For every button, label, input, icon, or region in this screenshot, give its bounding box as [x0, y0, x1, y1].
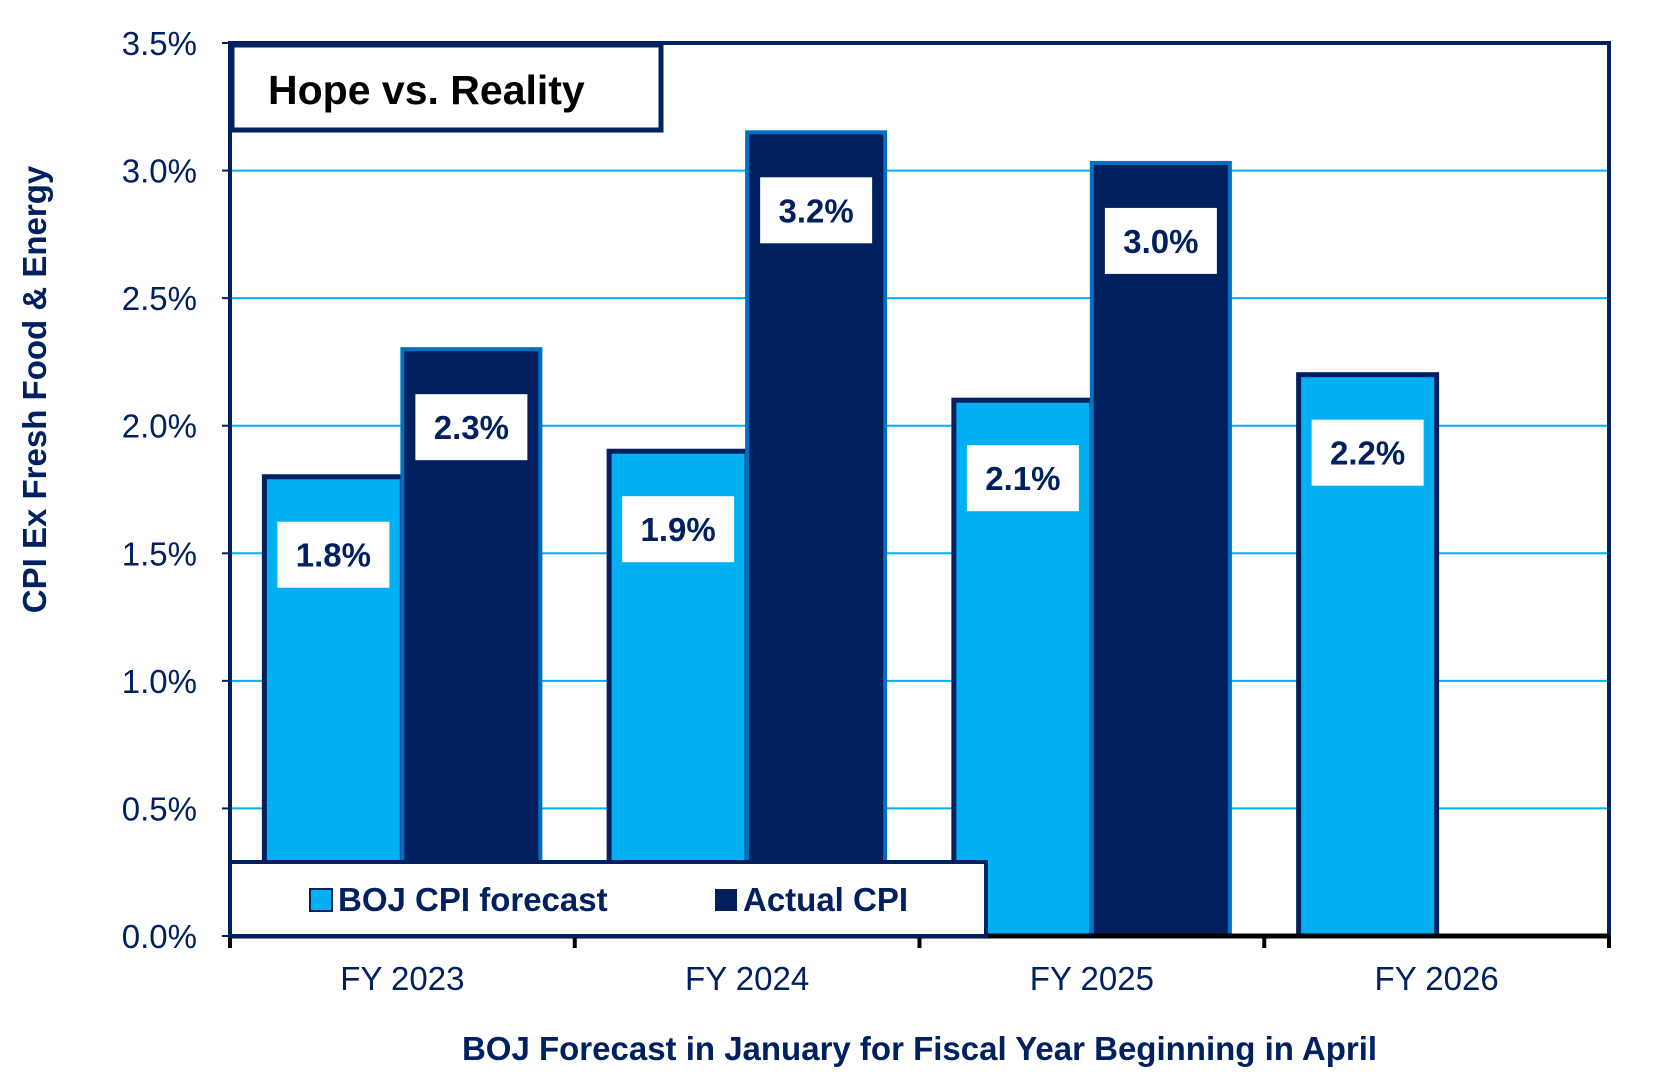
x-tick-label: FY 2023: [340, 960, 464, 997]
data-label: 2.2%: [1330, 435, 1405, 472]
data-label-box: [966, 445, 1079, 512]
legend-label-actual: Actual CPI: [743, 881, 908, 918]
y-tick-label: 0.5%: [122, 790, 197, 827]
y-tick-label: 3.0%: [122, 153, 197, 190]
legend-swatch-forecast: [309, 888, 333, 912]
legend-swatch-actual: [715, 889, 737, 911]
x-axis-label: BOJ Forecast in January for Fiscal Year …: [462, 1030, 1377, 1067]
data-label: 2.1%: [985, 460, 1060, 497]
legend-box: [228, 860, 988, 938]
data-label-box: [622, 496, 735, 563]
data-label-box: [1104, 207, 1217, 274]
data-label: 3.0%: [1123, 223, 1198, 260]
data-label: 1.9%: [641, 511, 716, 548]
data-label-box: [277, 521, 390, 588]
y-tick-label: 1.5%: [122, 535, 197, 572]
y-tick-label: 1.0%: [122, 663, 197, 700]
x-tick-label: FY 2024: [685, 960, 809, 997]
y-tick-label: 0.0%: [122, 918, 197, 955]
data-label: 3.2%: [779, 192, 854, 229]
x-tick-label: FY 2026: [1375, 960, 1499, 997]
y-tick-label: 2.5%: [122, 280, 197, 317]
bar-actual: [745, 130, 888, 939]
y-axis-label: CPI Ex Fresh Food & Energy: [16, 165, 53, 613]
data-label-box: [1311, 419, 1424, 486]
data-label-box: [415, 394, 528, 461]
x-tick-label: FY 2025: [1030, 960, 1154, 997]
data-label: 1.8%: [296, 537, 371, 574]
data-label-box: [760, 177, 873, 244]
data-label: 2.3%: [434, 409, 509, 446]
chart-title: Hope vs. Reality: [268, 67, 585, 113]
y-tick-label: 3.5%: [122, 25, 197, 62]
bar-actual: [1089, 160, 1232, 939]
y-tick-label: 2.0%: [122, 408, 197, 445]
title-box: [229, 42, 664, 133]
legend-label-forecast: BOJ CPI forecast: [338, 881, 608, 918]
